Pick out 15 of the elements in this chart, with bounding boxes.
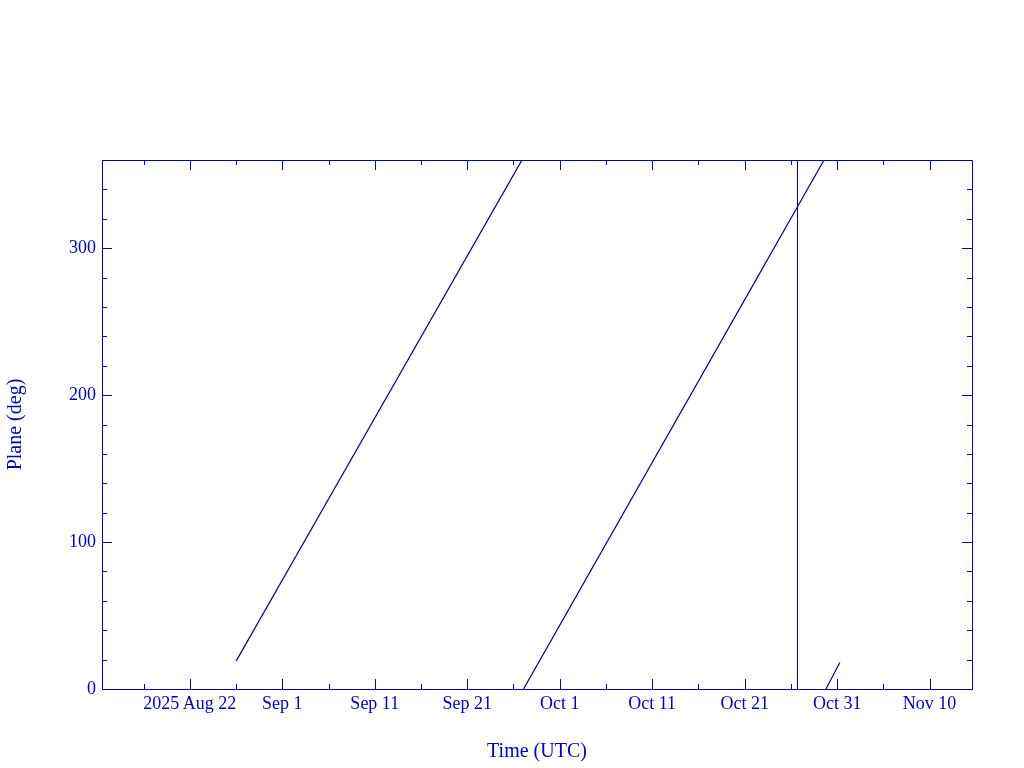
x-tick-label: Oct 31 (812, 692, 862, 713)
y-axis-title: Plane (deg) (3, 378, 27, 471)
x-tick-label: Sep 1 (262, 692, 303, 713)
x-tick-label: Nov 10 (902, 692, 957, 713)
y-tick-label: 200 (69, 383, 96, 404)
x-tick-label: Sep 21 (442, 692, 493, 713)
x-tick-label: Oct 21 (720, 692, 769, 713)
x-tick-label: 2025 Aug 22 (143, 692, 237, 713)
x-axis-title: Time (UTC) (487, 739, 587, 763)
y-tick-label: 100 (69, 530, 96, 551)
x-tick-label: Oct 11 (628, 692, 677, 713)
y-tick-label: 300 (69, 236, 96, 257)
x-tick-label: Oct 1 (539, 692, 580, 713)
x-tick-label: Sep 11 (350, 692, 400, 713)
y-tick-label: 0 (87, 677, 96, 698)
